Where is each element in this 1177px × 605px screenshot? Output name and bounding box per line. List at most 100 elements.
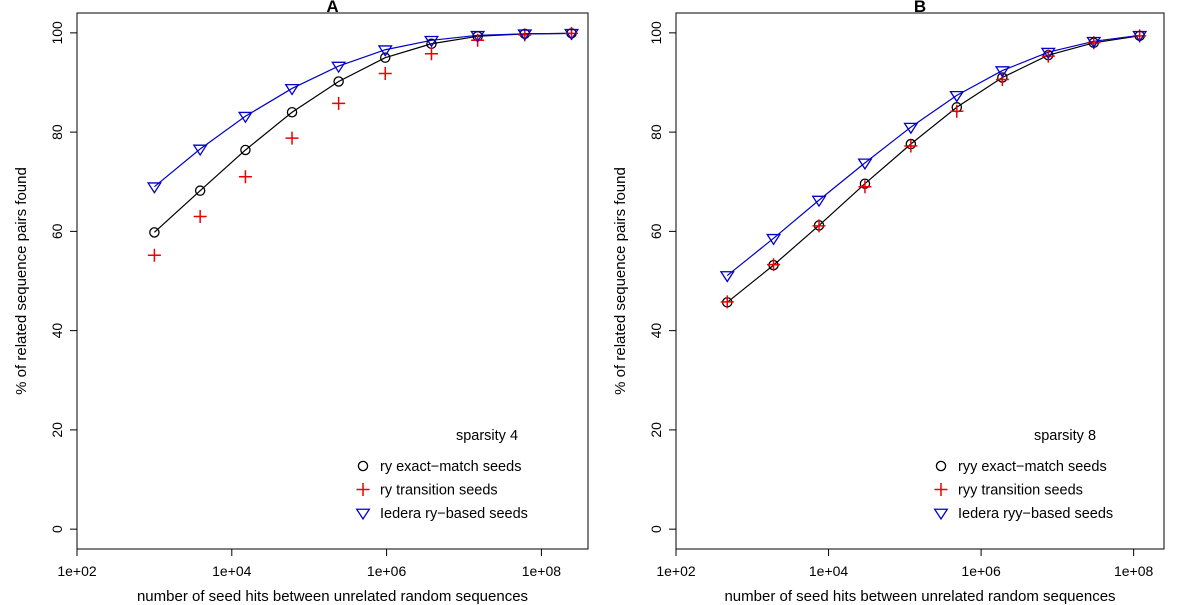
legend-marker [933, 508, 949, 521]
data-point [285, 131, 299, 145]
y-tick-label: 20 [648, 422, 664, 438]
y-axis-label: % of related sequence pairs found [13, 167, 30, 395]
x-tick-label: 1e+02 [656, 563, 696, 579]
data-point [377, 45, 393, 57]
data-point [766, 233, 782, 246]
data-point [194, 185, 206, 196]
data-point [517, 29, 533, 42]
legend-marker [357, 460, 369, 472]
x-tick-label: 1e+04 [809, 563, 849, 579]
data-point [147, 248, 161, 262]
series-markers-1 [720, 29, 1147, 309]
data-point [903, 122, 919, 135]
x-tick-label: 1e+08 [1114, 563, 1154, 579]
y-tick-label: 0 [648, 525, 664, 533]
data-point [333, 76, 344, 87]
series-line [726, 34, 1140, 277]
data-point [423, 35, 439, 48]
data-point [379, 52, 391, 63]
chart-title: A [326, 0, 338, 16]
y-tick-label: 80 [49, 124, 65, 140]
data-point [767, 258, 781, 272]
data-point [1132, 30, 1148, 43]
data-point [286, 107, 298, 118]
data-point [719, 271, 735, 283]
series-markers-0 [722, 30, 1145, 308]
legend-marker [934, 483, 948, 496]
chart-title: B [914, 0, 926, 16]
data-point [904, 139, 918, 153]
y-tick-label: 20 [49, 422, 65, 438]
chart-panel-a: A 1e+02 1e+04 1e+06 1e+08 0 20 40 60 80 100 number … [13, 0, 589, 605]
data-point [193, 209, 207, 223]
x-tick-label: 1e+04 [212, 563, 252, 579]
legend-title: sparsity 8 [1034, 428, 1096, 444]
data-point [284, 84, 300, 96]
y-tick-label: 40 [49, 323, 65, 339]
y-tick-label: 0 [49, 525, 65, 533]
legend-marker [935, 460, 947, 472]
data-point [811, 195, 827, 208]
data-point [424, 47, 438, 61]
y-tick-label: 100 [648, 21, 664, 45]
data-point [378, 67, 392, 81]
x-tick-label: 1e+06 [367, 563, 407, 579]
series-line [154, 32, 572, 188]
data-point [238, 170, 252, 184]
legend: sparsity 8 ryy exact−match seeds ryy trans… [933, 428, 1113, 522]
series-0 [153, 32, 572, 233]
data-point [149, 227, 160, 238]
legend-label: Iedera ryy−based seeds [958, 506, 1113, 522]
legend-label: Iedera ry−based seeds [380, 506, 528, 522]
plot-frame [675, 12, 1165, 550]
legend-label: ry transition seeds [380, 483, 498, 499]
data-point [240, 144, 251, 156]
y-tick-label: 100 [49, 21, 65, 45]
x-tick-label: 1e+02 [57, 563, 97, 579]
legend-marker [355, 508, 371, 521]
y-axis-label: % of related sequence pairs found [612, 167, 629, 395]
data-point [720, 295, 734, 309]
legend-title: sparsity 4 [456, 428, 518, 444]
data-point [237, 111, 253, 124]
y-tick-label: 80 [648, 124, 664, 140]
data-point [146, 182, 162, 194]
data-point [950, 104, 964, 118]
data-point [564, 28, 580, 41]
x-axis-label: number of seed hits between unrelated ra… [724, 588, 1115, 605]
data-point [332, 96, 346, 110]
data-point [858, 180, 872, 194]
data-point [949, 90, 965, 103]
y-tick-label: 60 [648, 223, 664, 239]
series-markers-2 [719, 30, 1148, 283]
data-point [192, 144, 208, 157]
plot-frame [76, 12, 589, 550]
data-point [1041, 49, 1055, 63]
data-point [1040, 47, 1056, 60]
series-line [153, 32, 572, 233]
series-0 [726, 35, 1140, 303]
data-point [331, 61, 347, 74]
x-tick-label: 1e+06 [961, 563, 1001, 579]
legend-marker [356, 483, 370, 496]
y-tick-label: 40 [648, 323, 664, 339]
series-markers-1 [147, 26, 579, 262]
data-point [812, 219, 826, 233]
series-2 [154, 32, 572, 188]
data-point [995, 73, 1009, 87]
x-tick-label: 1e+08 [522, 563, 562, 579]
y-tick-label: 60 [49, 223, 65, 239]
legend: sparsity 4 ry exact−match seeds ry transit… [355, 428, 528, 522]
chart-panel-b: B 1e+02 1e+04 1e+06 1e+08 0 20 40 60 80 100 number … [612, 0, 1165, 605]
data-point [470, 30, 486, 43]
legend-label: ryy transition seeds [958, 483, 1083, 499]
x-axis-label: number of seed hits between unrelated ra… [137, 588, 528, 605]
series-markers-2 [146, 28, 580, 194]
series-line [726, 35, 1140, 303]
data-point [1086, 36, 1102, 49]
legend-label: ry exact−match seeds [380, 459, 521, 475]
legend-label: ryy exact−match seeds [958, 459, 1107, 475]
series-markers-0 [149, 28, 577, 238]
data-point [857, 158, 873, 171]
